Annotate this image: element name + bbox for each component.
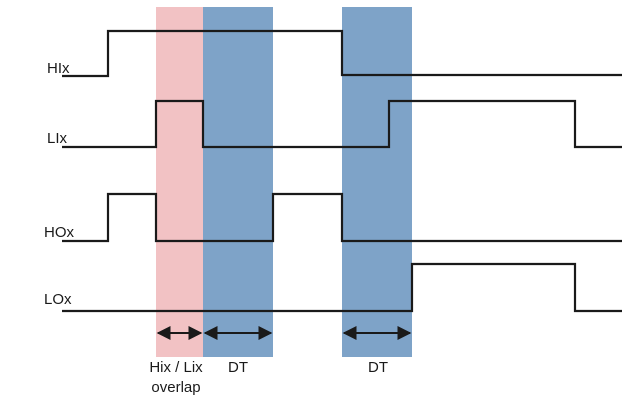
waveform-lix: [62, 99, 622, 149]
dead-time-region-2: [342, 7, 412, 357]
waveform-hix: [62, 29, 622, 78]
dead-time-label-2: DT: [368, 359, 388, 376]
waveform-lox: [62, 262, 622, 313]
overlap-label-line2: overlap: [151, 379, 200, 396]
signal-label-hox: HOx: [44, 224, 75, 241]
signal-label-lox: LOx: [44, 291, 72, 308]
overlap-label-line1: Hix / Lix: [149, 359, 203, 376]
dead-time-label-1: DT: [228, 359, 248, 376]
waveform-hox: [62, 192, 622, 243]
signal-label-hix: HIx: [47, 60, 70, 77]
dead-time-region-1: [203, 7, 273, 357]
overlap-region: [156, 7, 203, 357]
signal-label-lix: LIx: [47, 130, 68, 147]
